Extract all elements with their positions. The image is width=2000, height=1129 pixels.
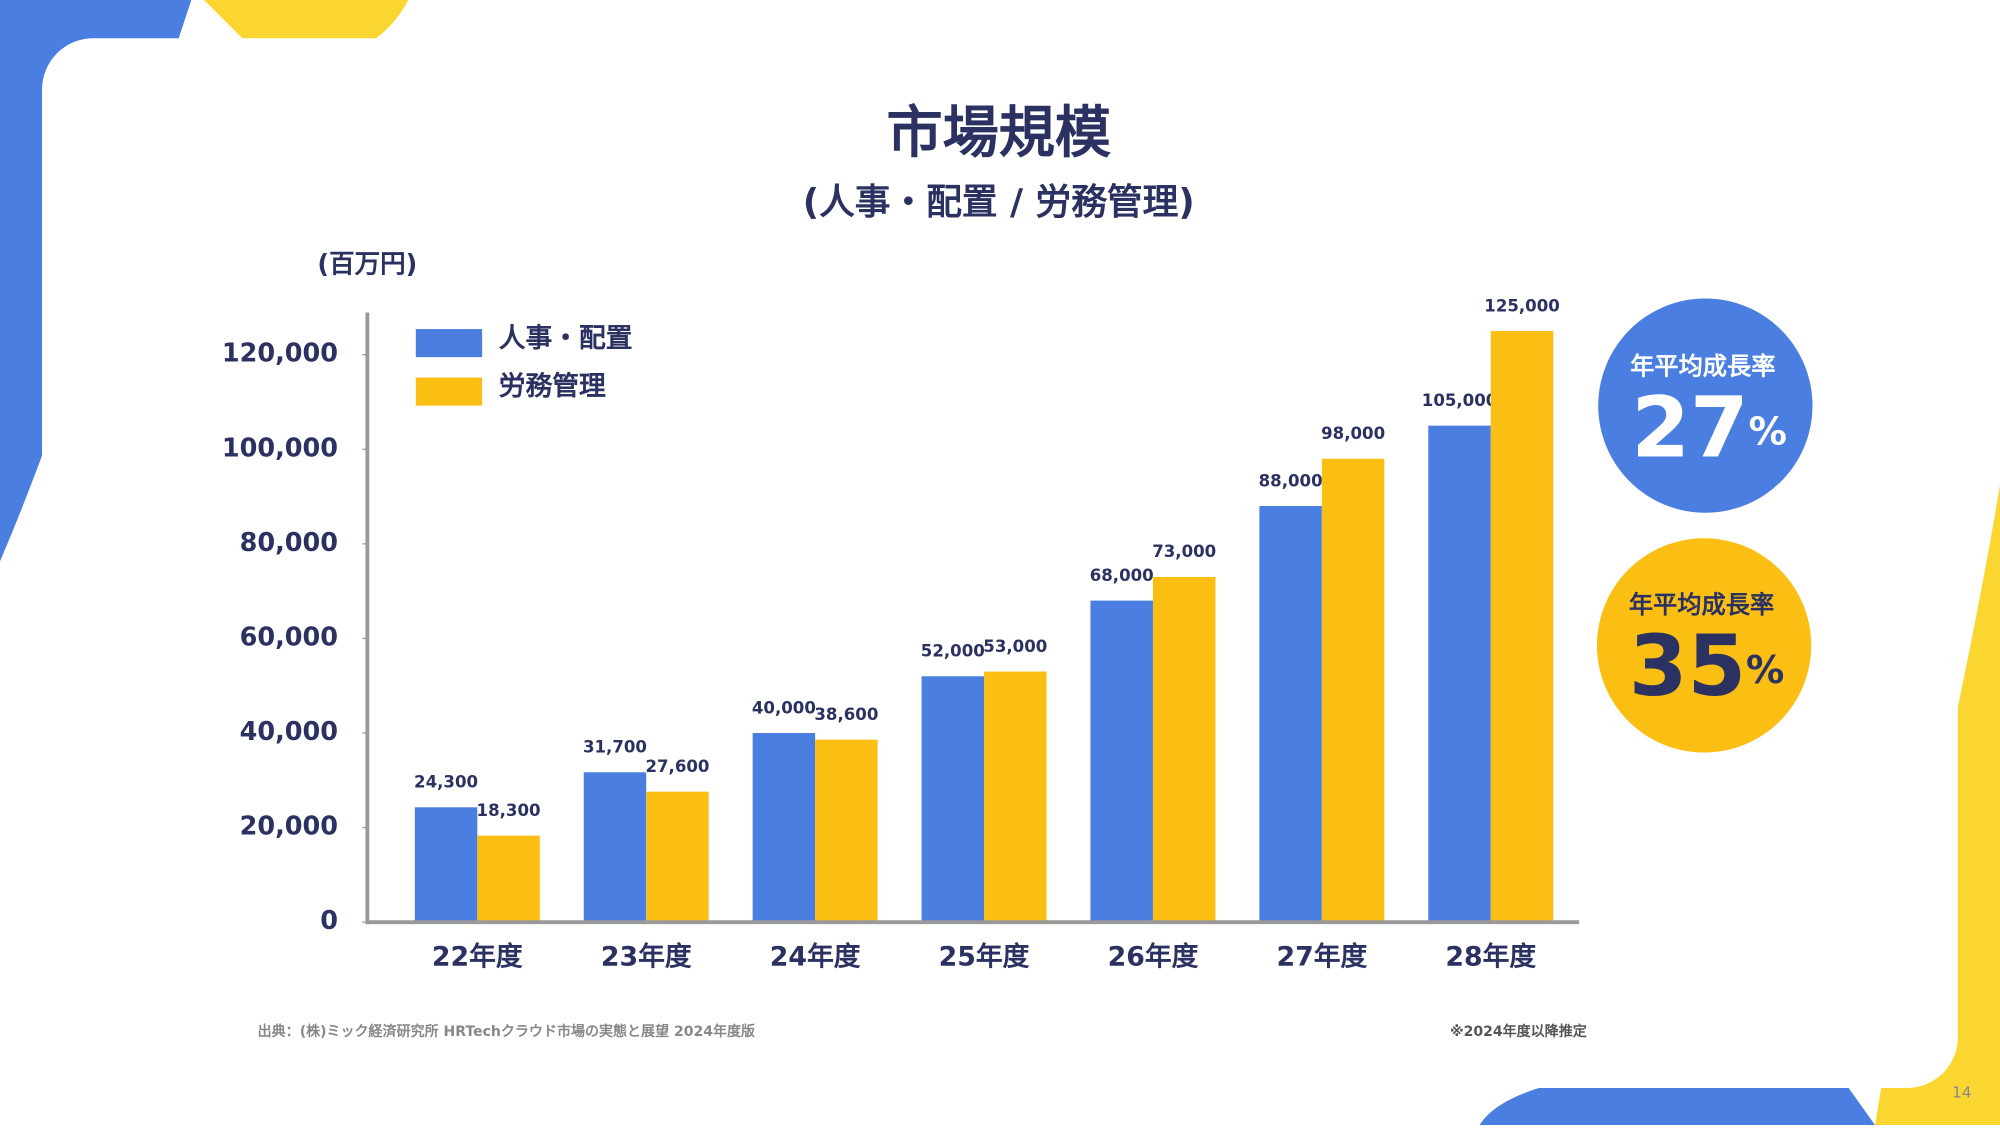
cagr-number: 35 bbox=[1629, 617, 1746, 715]
value-label: 105,000 bbox=[1422, 391, 1498, 410]
bar bbox=[1152, 576, 1216, 923]
x-tick-label: 27年度 bbox=[1276, 940, 1367, 972]
value-label: 68,000 bbox=[1090, 566, 1154, 585]
value-label: 73,000 bbox=[1152, 542, 1216, 561]
cagr-label: 年平均成長率 bbox=[1630, 352, 1775, 380]
y-tick-label: 20,000 bbox=[240, 812, 338, 842]
bar bbox=[1090, 600, 1153, 923]
x-tick-label: 24年度 bbox=[770, 940, 861, 972]
y-tick-label: 120,000 bbox=[222, 339, 338, 369]
cagr-circle bbox=[1598, 298, 1813, 513]
legend-label: 人事・配置 bbox=[499, 323, 633, 354]
x-tick-label: 28年度 bbox=[1445, 940, 1536, 972]
x-tick-label: 25年度 bbox=[939, 940, 1030, 972]
value-label: 40,000 bbox=[752, 698, 816, 717]
value-label: 24,300 bbox=[414, 773, 478, 792]
bar bbox=[1490, 331, 1554, 923]
cagr-value: 27% bbox=[1631, 379, 1786, 477]
value-label: 53,000 bbox=[983, 637, 1047, 656]
bar bbox=[477, 835, 540, 923]
cagr-circle bbox=[1596, 538, 1812, 753]
bar bbox=[815, 739, 878, 923]
x-tick-label: 26年度 bbox=[1108, 940, 1199, 972]
value-label: 38,600 bbox=[814, 705, 878, 724]
value-label: 18,300 bbox=[477, 801, 541, 820]
legend-label: 労務管理 bbox=[499, 371, 606, 402]
bar bbox=[752, 733, 816, 923]
x-tick-label: 23年度 bbox=[601, 940, 692, 972]
bar bbox=[1428, 425, 1491, 923]
y-tick-label: 0 bbox=[320, 906, 338, 936]
bar bbox=[1259, 506, 1322, 923]
value-label: 52,000 bbox=[921, 642, 985, 661]
note: ※2024年度以降推定 bbox=[1450, 1023, 1587, 1040]
y-tick-label: 40,000 bbox=[240, 717, 338, 747]
source: 出典：(株)ミック経済研究所 HRTechクラウド市場の実態と展望 2024年度… bbox=[258, 1023, 755, 1040]
page-number: 14 bbox=[1952, 1084, 1971, 1102]
cagr-label: 年平均成長率 bbox=[1629, 591, 1774, 619]
cagr-value: 35% bbox=[1629, 617, 1784, 715]
chart-title: 市場規模 bbox=[886, 101, 1110, 166]
bar bbox=[646, 791, 709, 923]
bar bbox=[921, 676, 985, 923]
y-axis-label: (百万円) bbox=[317, 249, 417, 279]
x-tick-label: 22年度 bbox=[432, 940, 523, 972]
value-label: 31,700 bbox=[583, 738, 647, 757]
bar bbox=[414, 807, 478, 923]
cagr-number: 27 bbox=[1631, 379, 1748, 477]
bar bbox=[984, 671, 1047, 923]
legend-swatch bbox=[415, 329, 483, 358]
y-tick-label: 60,000 bbox=[240, 622, 338, 652]
bar bbox=[1321, 458, 1385, 923]
value-label: 27,600 bbox=[645, 757, 709, 776]
chart-subtitle: (人事・配置 / 労務管理) bbox=[803, 182, 1195, 223]
cagr-unit: % bbox=[1749, 409, 1787, 454]
value-label: 98,000 bbox=[1321, 424, 1385, 443]
value-label: 125,000 bbox=[1484, 296, 1560, 315]
y-tick-label: 80,000 bbox=[240, 528, 338, 558]
y-tick-label: 100,000 bbox=[222, 433, 338, 463]
bar bbox=[583, 772, 647, 923]
value-label: 88,000 bbox=[1259, 471, 1323, 490]
legend-swatch bbox=[415, 377, 483, 406]
cagr-unit: % bbox=[1746, 648, 1784, 693]
